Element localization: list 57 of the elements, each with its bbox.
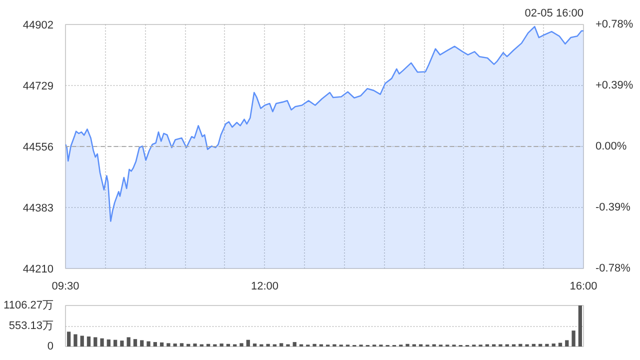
x-tick-label: 09:30 [52, 280, 80, 292]
bar [552, 344, 556, 346]
bar [133, 339, 138, 346]
bar [312, 344, 316, 346]
y-tick-label: 553.13万 [8, 320, 54, 332]
bar [206, 344, 210, 346]
bar [74, 334, 78, 346]
bar [94, 337, 98, 346]
bar [220, 344, 224, 346]
bar [173, 344, 177, 346]
y-tick-label: 44210 [22, 264, 54, 276]
bar [120, 340, 124, 346]
bar [153, 342, 157, 346]
y-tick-label: 0 [47, 340, 54, 352]
y-tick-label: 44902 [22, 20, 54, 32]
bar [180, 343, 184, 346]
bar [113, 340, 118, 346]
bar [126, 337, 130, 346]
bar [406, 344, 410, 346]
bar [106, 339, 110, 346]
bar [518, 344, 522, 346]
y2-tick-label: 0.00% [596, 140, 627, 152]
bar [160, 342, 164, 346]
y-tick-label: 1106.27万 [4, 300, 54, 312]
bar [226, 344, 230, 346]
bar [193, 344, 197, 346]
bar [545, 344, 549, 346]
bar [558, 342, 562, 346]
y2-tick-label: +0.78% [596, 18, 634, 30]
bar [146, 341, 150, 346]
bar [66, 332, 71, 346]
bar [246, 340, 250, 346]
bar [280, 343, 284, 346]
y-tick-label: 44729 [22, 80, 54, 92]
bar [80, 336, 84, 346]
y-tick-label: 44383 [22, 202, 54, 214]
y2-tick-label: -0.78% [596, 262, 631, 274]
y2-tick-label: -0.39% [596, 202, 631, 214]
bar [166, 343, 170, 346]
bar [186, 344, 190, 346]
bar [86, 336, 91, 346]
bar [252, 344, 257, 346]
bar [292, 342, 296, 346]
bar [578, 306, 582, 346]
bar [565, 340, 569, 346]
bar [266, 344, 270, 346]
bar [572, 330, 576, 346]
bar [140, 340, 144, 346]
text: 02-05 16:00 [524, 8, 584, 20]
bar [100, 338, 104, 346]
y2-tick-label: +0.39% [596, 80, 634, 92]
x-tick-label: 12:00 [250, 280, 278, 292]
bar [240, 343, 244, 346]
bar [532, 344, 536, 346]
bar [538, 344, 542, 346]
x-tick-label: 16:00 [570, 280, 598, 292]
y-tick-label: 44556 [22, 142, 54, 154]
